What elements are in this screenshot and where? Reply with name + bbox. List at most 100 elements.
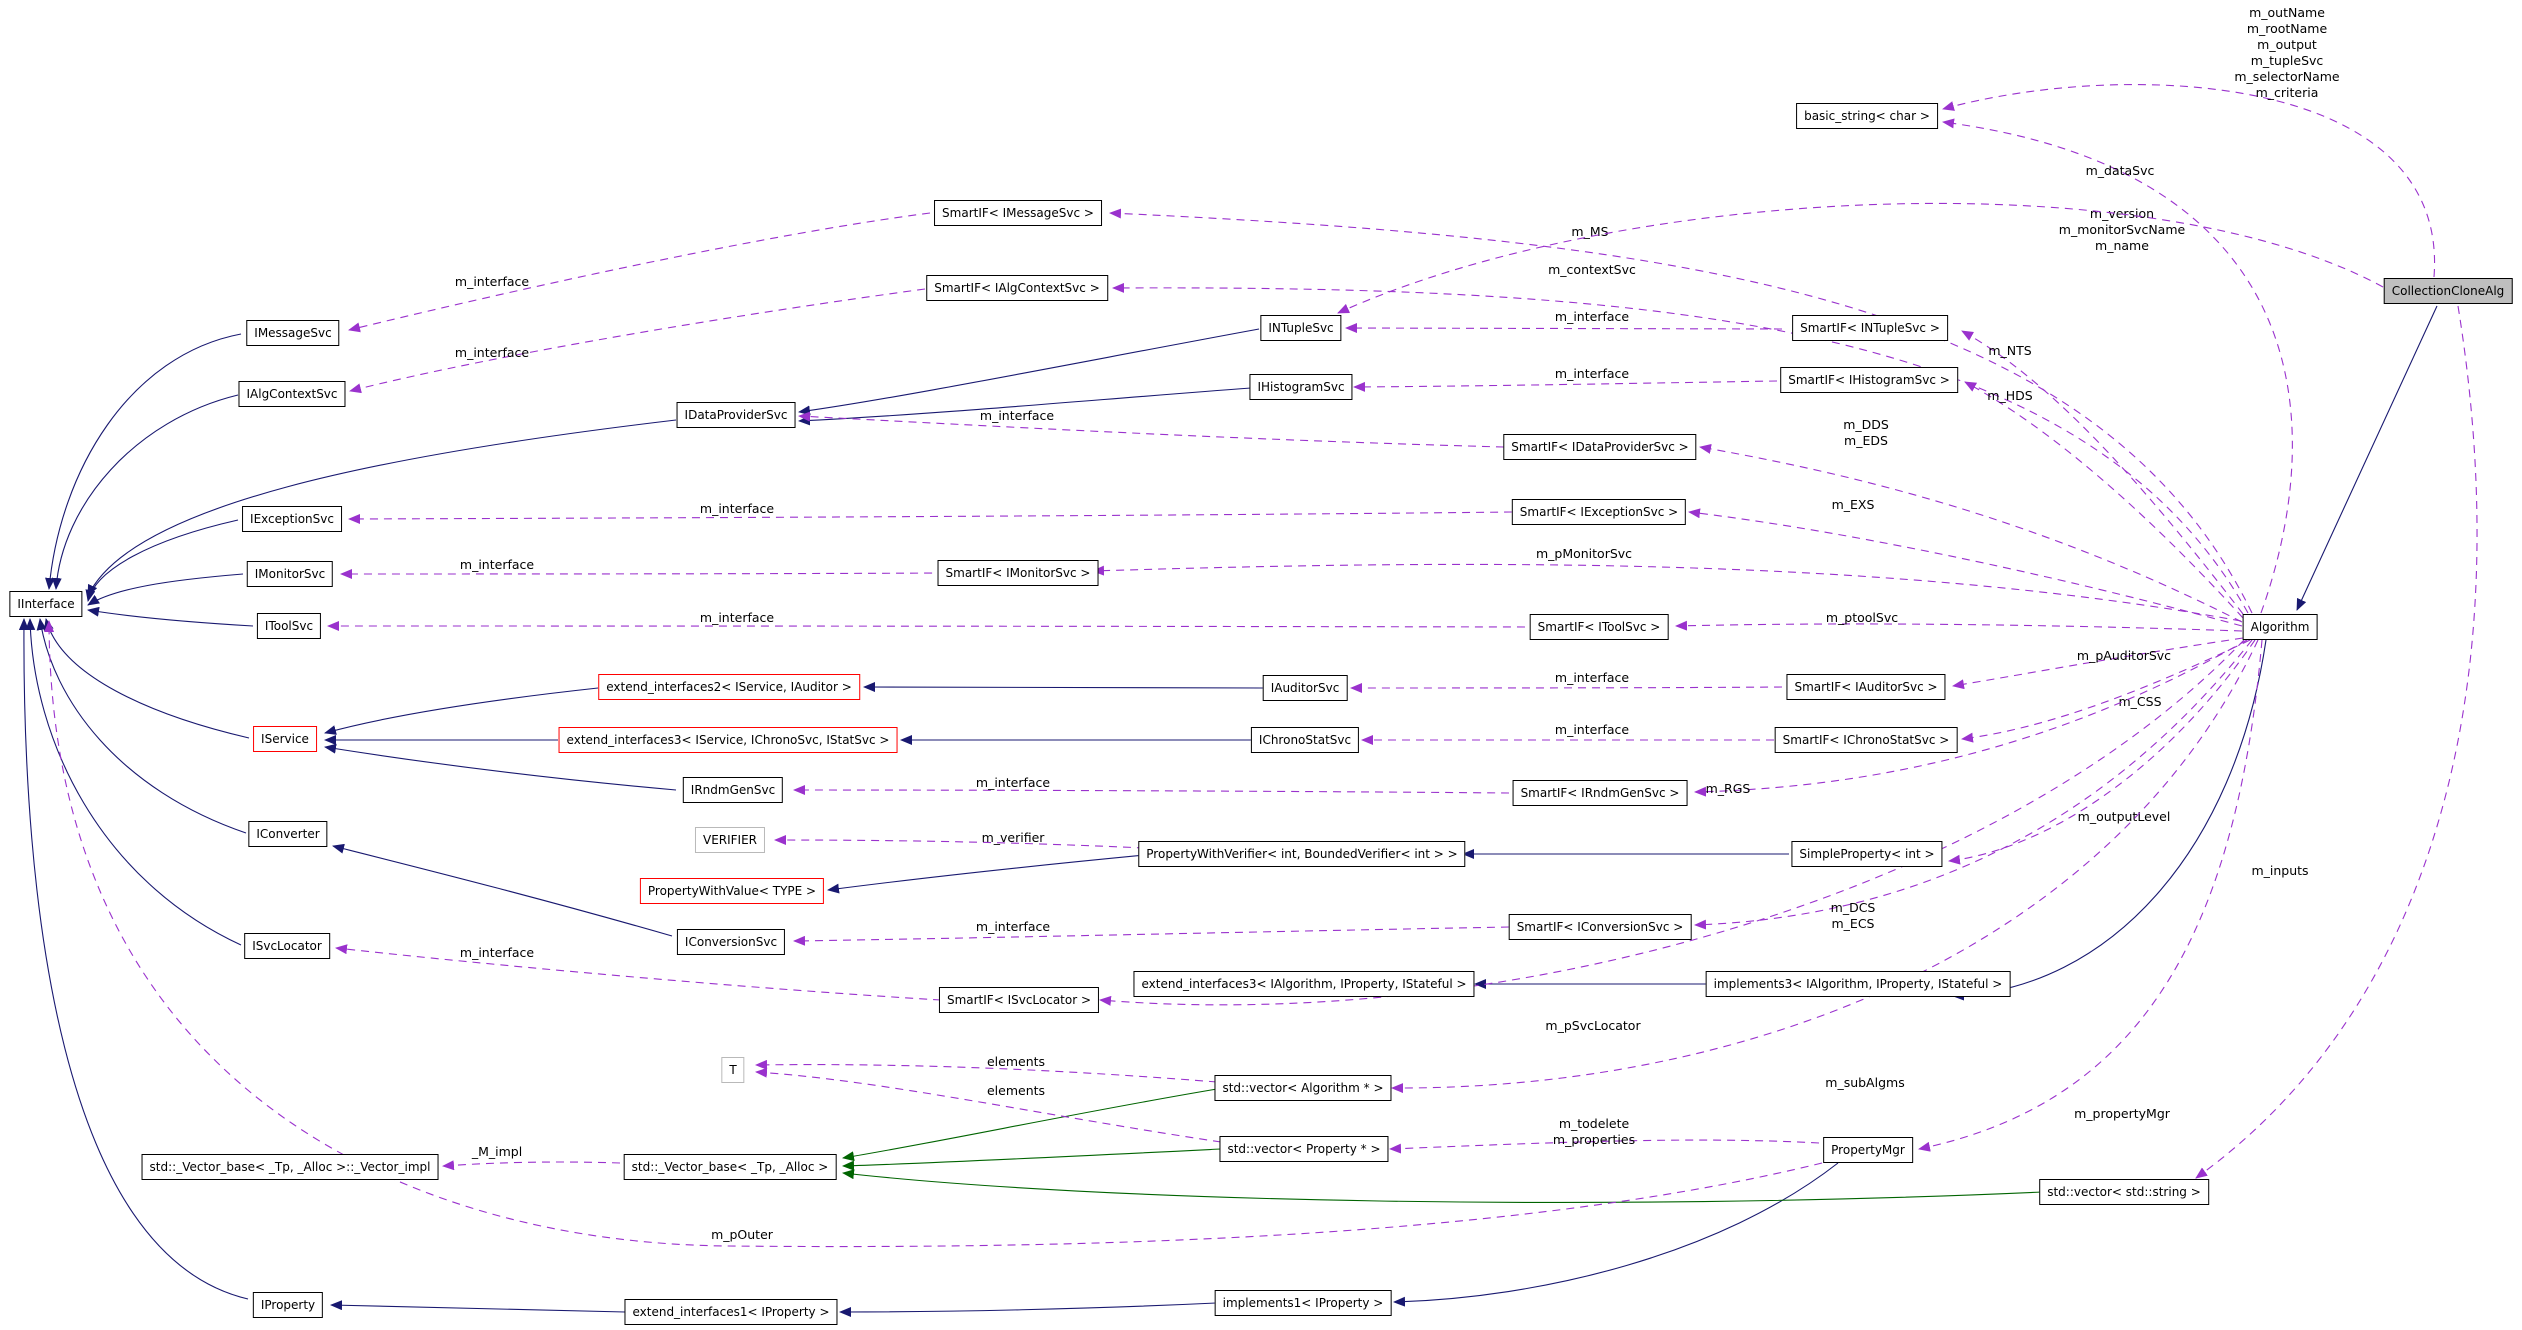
node-extend-interfaces3-ialgorithm[interactable]: extend_interfaces3< IAlgorithm, IPropert…	[1133, 971, 1475, 997]
edge-smartif-imonitorsvc-to-imonitorsvc	[340, 568, 947, 579]
node-intuplesvc[interactable]: INTupleSvc	[1260, 315, 1342, 341]
node-isvclocator[interactable]: ISvcLocator	[244, 933, 330, 959]
node-iinterface[interactable]: IInterface	[9, 591, 83, 617]
edge-label-algorithm-to-basic-string: m_version m_monitorSvcName m_name	[2059, 206, 2186, 253]
node-ialgcontextsvc[interactable]: IAlgContextSvc	[238, 381, 346, 407]
node-label-smartif-intuplesvc: SmartIF< INTupleSvc >	[1800, 321, 1940, 335]
node-smartif-intuplesvc[interactable]: SmartIF< INTupleSvc >	[1792, 315, 1948, 341]
node-smartif-ihistogramsvc[interactable]: SmartIF< IHistogramSvc >	[1780, 367, 1958, 393]
node-label-smartif-isvclocator: SmartIF< ISvcLocator >	[946, 993, 1092, 1007]
node-iconverter[interactable]: IConverter	[248, 821, 328, 847]
edge-smartif-isvclocator-to-isvclocator	[335, 944, 942, 1001]
node-basic-string[interactable]: basic_string< char >	[1796, 103, 1938, 129]
node-iauditorsvc[interactable]: IAuditorSvc	[1262, 675, 1348, 701]
node-label-ihistogramsvc: IHistogramSvc	[1257, 380, 1345, 394]
node-vector-property[interactable]: std::vector< Property * >	[1219, 1136, 1389, 1162]
edge-label-algorithm-to-smartif-isvclocator: m_pSvcLocator	[1545, 1018, 1641, 1033]
edge-smartif-iconversionsvc-to-iconversionsvc	[793, 926, 1510, 946]
node-imonitorsvc[interactable]: IMonitorSvc	[246, 561, 334, 587]
node-ihistogramsvc[interactable]: IHistogramSvc	[1249, 374, 1353, 400]
node-label-vector-string: std::vector< std::string >	[2047, 1185, 2201, 1199]
node-smartif-imessagesvc[interactable]: SmartIF< IMessageSvc >	[934, 200, 1102, 226]
node-propertywithvalue[interactable]: PropertyWithValue< TYPE >	[639, 878, 825, 904]
edge-label-cca-to-vector-string: m_inputs	[2251, 863, 2308, 878]
edge-label-algorithm-to-smartif-idataprovidersvc: m_DDS m_EDS	[1843, 417, 1889, 448]
edge-propertywithverifier-to-verifier	[774, 835, 1146, 849]
node-vector-algorithm[interactable]: std::vector< Algorithm * >	[1214, 1075, 1392, 1101]
edge-itoolsvc-to-iinterface	[87, 606, 254, 627]
edge-label-vector-property-to-t: elements	[987, 1083, 1045, 1098]
node-vector-impl[interactable]: std::_Vector_base< _Tp, _Alloc >::_Vecto…	[141, 1154, 439, 1180]
node-propertywithverifier[interactable]: PropertyWithVerifier< int, BoundedVerifi…	[1138, 841, 1466, 867]
node-smartif-idataprovidersvc[interactable]: SmartIF< IDataProviderSvc >	[1503, 434, 1697, 460]
node-smartif-itoolsvc[interactable]: SmartIF< IToolSvc >	[1529, 614, 1669, 640]
edge-label-algorithm-to-smartif-imonitorsvc: m_pMonitorSvc	[1536, 546, 1632, 561]
edge-algorithm-to-smartif-ialgcontextsvc	[1112, 282, 2249, 614]
node-implements1-iproperty[interactable]: implements1< IProperty >	[1214, 1290, 1392, 1316]
node-label-smartif-imonitorsvc: SmartIF< IMonitorSvc >	[945, 566, 1091, 580]
edge-propertymgr-to-vector-property	[1389, 1139, 1820, 1154]
edge-label-cca-to-intuplesvc: m_dataSvc	[2086, 163, 2155, 178]
node-smartif-ialgcontextsvc[interactable]: SmartIF< IAlgContextSvc >	[926, 275, 1108, 301]
node-smartif-imonitorsvc[interactable]: SmartIF< IMonitorSvc >	[937, 560, 1099, 586]
node-smartif-iauditorsvc[interactable]: SmartIF< IAuditorSvc >	[1786, 674, 1946, 700]
node-smartif-irndmgensvc[interactable]: SmartIF< IRndmGenSvc >	[1512, 780, 1688, 806]
node-smartif-iconversionsvc[interactable]: SmartIF< IConversionSvc >	[1508, 914, 1692, 940]
node-imessagesvc[interactable]: IMessageSvc	[246, 320, 340, 346]
node-smartif-iexceptionsvc[interactable]: SmartIF< IExceptionSvc >	[1511, 499, 1687, 525]
node-extend-interfaces3-iservice[interactable]: extend_interfaces3< IService, IChronoSvc…	[558, 727, 898, 753]
node-label-extend-interfaces3-ialgorithm: extend_interfaces3< IAlgorithm, IPropert…	[1141, 977, 1467, 991]
edge-label-algorithm-to-simpleproperty: m_outputLevel	[2078, 809, 2171, 824]
edge-ext2-to-iservice	[324, 687, 599, 735]
node-label-ichronostatsvc: IChronoStatSvc	[1258, 733, 1352, 747]
node-propertymgr[interactable]: PropertyMgr	[1823, 1137, 1913, 1163]
edge-propertywithverifier-to-propertywithvalue	[827, 854, 1146, 894]
node-algorithm[interactable]: Algorithm	[2242, 614, 2318, 640]
edge-algorithm-to-propertymgr	[1918, 639, 2263, 1152]
node-itoolsvc[interactable]: IToolSvc	[256, 613, 322, 639]
node-label-vector-impl: std::_Vector_base< _Tp, _Alloc >::_Vecto…	[149, 1160, 431, 1174]
node-t-param[interactable]: T	[721, 1057, 745, 1083]
edge-algorithm-to-smartif-ihistogramsvc	[1964, 381, 2244, 619]
node-extend-interfaces2-iservice-iauditor[interactable]: extend_interfaces2< IService, IAuditor >	[598, 674, 860, 700]
node-iservice[interactable]: IService	[253, 726, 317, 752]
edge-iproperty-to-iinterface	[18, 618, 249, 1300]
node-label-isvclocator: ISvcLocator	[252, 939, 322, 953]
node-irndmgensvc[interactable]: IRndmGenSvc	[682, 777, 784, 803]
node-verifier[interactable]: VERIFIER	[694, 827, 766, 853]
edge-label-smartif-imessagesvc-to-imessagesvc: m_interface	[455, 274, 529, 289]
node-label-propertywithvalue: PropertyWithValue< TYPE >	[647, 884, 817, 898]
node-label-simpleproperty-int: SimpleProperty< int >	[1799, 847, 1935, 861]
node-iexceptionsvc[interactable]: IExceptionSvc	[242, 506, 342, 532]
edge-intuplesvc-to-idataprovidersvc	[798, 328, 1260, 416]
edge-algorithm-to-smartif-imessagesvc	[1109, 208, 2253, 614]
node-label-iexceptionsvc: IExceptionSvc	[250, 512, 334, 526]
edge-ext1-to-iproperty	[330, 1300, 626, 1313]
node-collectionclonealg[interactable]: CollectionCloneAlg	[2383, 278, 2513, 304]
node-label-imonitorsvc: IMonitorSvc	[254, 567, 326, 581]
node-iconversionsvc[interactable]: IConversionSvc	[676, 929, 786, 955]
edge-propertymgr-to-implements1	[1393, 1162, 1839, 1307]
edge-cca-to-algorithm	[2296, 305, 2438, 611]
node-ichronostatsvc[interactable]: IChronoStatSvc	[1250, 727, 1360, 753]
node-vector-base[interactable]: std::_Vector_base< _Tp, _Alloc >	[623, 1154, 837, 1180]
edge-algorithm-to-simpleproperty	[1948, 639, 2256, 865]
node-idataprovidersvc[interactable]: IDataProviderSvc	[676, 402, 796, 428]
node-smartif-ichronostatsvc[interactable]: SmartIF< IChronoStatSvc >	[1774, 727, 1958, 753]
node-simpleproperty-int[interactable]: SimpleProperty< int >	[1791, 841, 1943, 867]
node-label-iauditorsvc: IAuditorSvc	[1270, 681, 1340, 695]
node-smartif-isvclocator[interactable]: SmartIF< ISvcLocator >	[938, 987, 1100, 1013]
node-vector-string[interactable]: std::vector< std::string >	[2039, 1179, 2209, 1205]
edge-label-algorithm-to-smartif-iauditorsvc: m_pAuditorSvc	[2077, 648, 2171, 663]
node-label-iservice: IService	[261, 732, 309, 746]
node-implements3[interactable]: implements3< IAlgorithm, IProperty, ISta…	[1705, 971, 2011, 997]
edge-propertymgr-to-iinterface	[44, 620, 1823, 1248]
node-label-propertywithverifier: PropertyWithVerifier< int, BoundedVerifi…	[1146, 847, 1458, 861]
node-iproperty[interactable]: IProperty	[252, 1292, 324, 1318]
node-extend-interfaces1-iproperty[interactable]: extend_interfaces1< IProperty >	[624, 1299, 838, 1325]
edge-idataprovidersvc-to-iinterface	[87, 419, 677, 597]
edge-algorithm-to-smartif-iexceptionsvc	[1688, 508, 2243, 627]
edge-smartif-iauditorsvc-to-iauditorsvc	[1350, 682, 1783, 693]
node-label-iconverter: IConverter	[256, 827, 320, 841]
node-label-propertymgr: PropertyMgr	[1831, 1143, 1905, 1157]
